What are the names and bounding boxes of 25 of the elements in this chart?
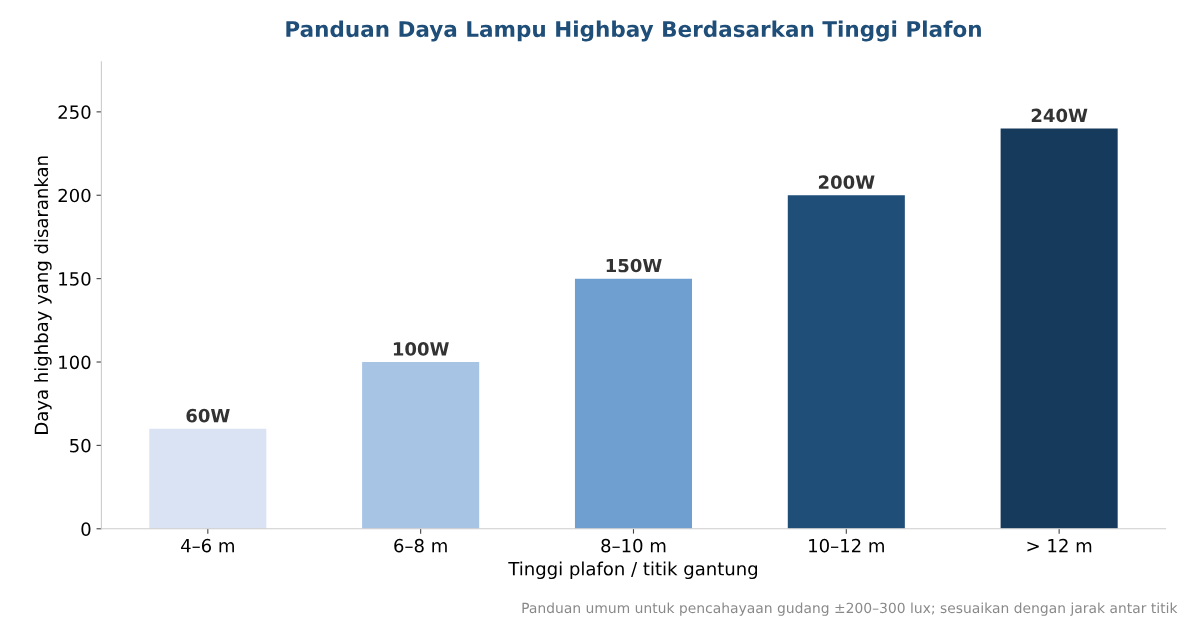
bar xyxy=(149,428,267,529)
x-tick-label: 4–6 m xyxy=(181,538,234,553)
x-tick-label: > 12 m xyxy=(1027,538,1092,553)
y-tick-label: 50 xyxy=(70,438,91,453)
bar xyxy=(362,362,480,529)
data-label: 60W xyxy=(186,408,230,423)
y-tick-label: 0 xyxy=(81,522,91,536)
y-tick-label: 200 xyxy=(58,188,91,203)
data-label: 200W xyxy=(818,175,875,189)
x-tick-label: 6–8 m xyxy=(394,538,447,553)
y-tick-label: 100 xyxy=(59,355,91,370)
data-label: 100W xyxy=(393,342,449,356)
x-tick-label: 8–10 m xyxy=(601,538,666,553)
y-tick-label: 250 xyxy=(58,105,91,119)
chart-title: Panduan Daya Lampu Highbay Berdasarkan Tinggi Plafon xyxy=(286,20,981,42)
data-label: 150W xyxy=(606,258,662,273)
data-label: 240W xyxy=(1031,108,1088,123)
text: Panduan umum untuk pencahayaan gudang ±200–300 lux; sesuaikan dengan jarak antar titik xyxy=(522,602,1178,616)
y-axis-title: Daya highbay yang disarankan xyxy=(34,156,52,434)
y-tick-label: 150 xyxy=(59,272,91,286)
x-tick-label: 10–12 m xyxy=(809,538,884,553)
x-axis-title: Tinggi plafon / titik gantung xyxy=(508,561,758,579)
bar xyxy=(574,278,693,529)
bar xyxy=(1000,128,1118,529)
bar xyxy=(787,195,905,529)
